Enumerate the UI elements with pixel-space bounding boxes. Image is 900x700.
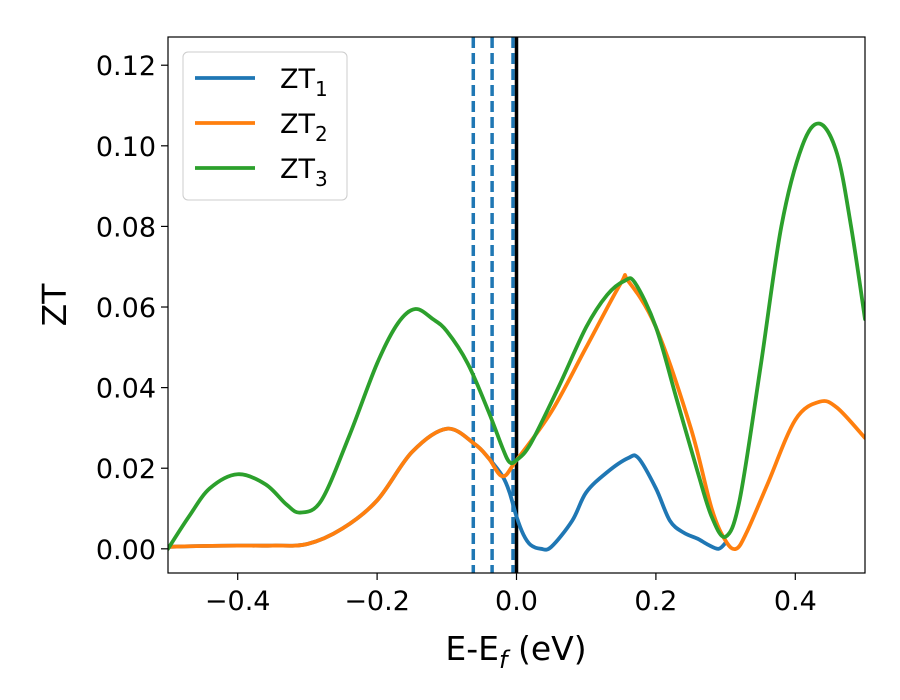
legend-label-zt1: ZT1 [280, 64, 328, 101]
y-axis-ticks: 0.00 0.02 0.04 0.06 0.08 0.10 0.12 [96, 51, 168, 566]
x-tick-label: −0.4 [205, 586, 271, 617]
y-tick-label: 0.06 [96, 293, 156, 324]
y-axis-label: ZT [35, 283, 74, 327]
x-tick-label: 0.2 [634, 586, 677, 617]
x-axis-ticks: −0.4 −0.2 0.0 0.2 0.4 [205, 573, 817, 617]
series-line-zt2 [168, 272, 865, 552]
x-tick-label: −0.2 [344, 586, 410, 617]
y-tick-label: 0.12 [96, 51, 156, 82]
y-tick-label: 0.00 [96, 535, 156, 566]
legend-box [182, 51, 348, 201]
legend-label-zt3: ZT3 [280, 154, 328, 191]
series-lines [168, 121, 865, 552]
legend-label-zt2: ZT2 [280, 109, 328, 146]
x-axis-label: E-Ef (eV) [445, 629, 586, 674]
x-tick-label: 0.0 [495, 586, 538, 617]
y-tick-label: 0.10 [96, 132, 156, 163]
legend: ZT1 ZT2 ZT3 [182, 51, 348, 201]
y-tick-label: 0.02 [96, 454, 156, 485]
reference-lines [471, 37, 519, 573]
y-tick-label: 0.08 [96, 212, 156, 243]
x-tick-label: 0.4 [774, 586, 817, 617]
y-tick-label: 0.04 [96, 374, 156, 405]
series-line-zt3 [168, 121, 865, 551]
